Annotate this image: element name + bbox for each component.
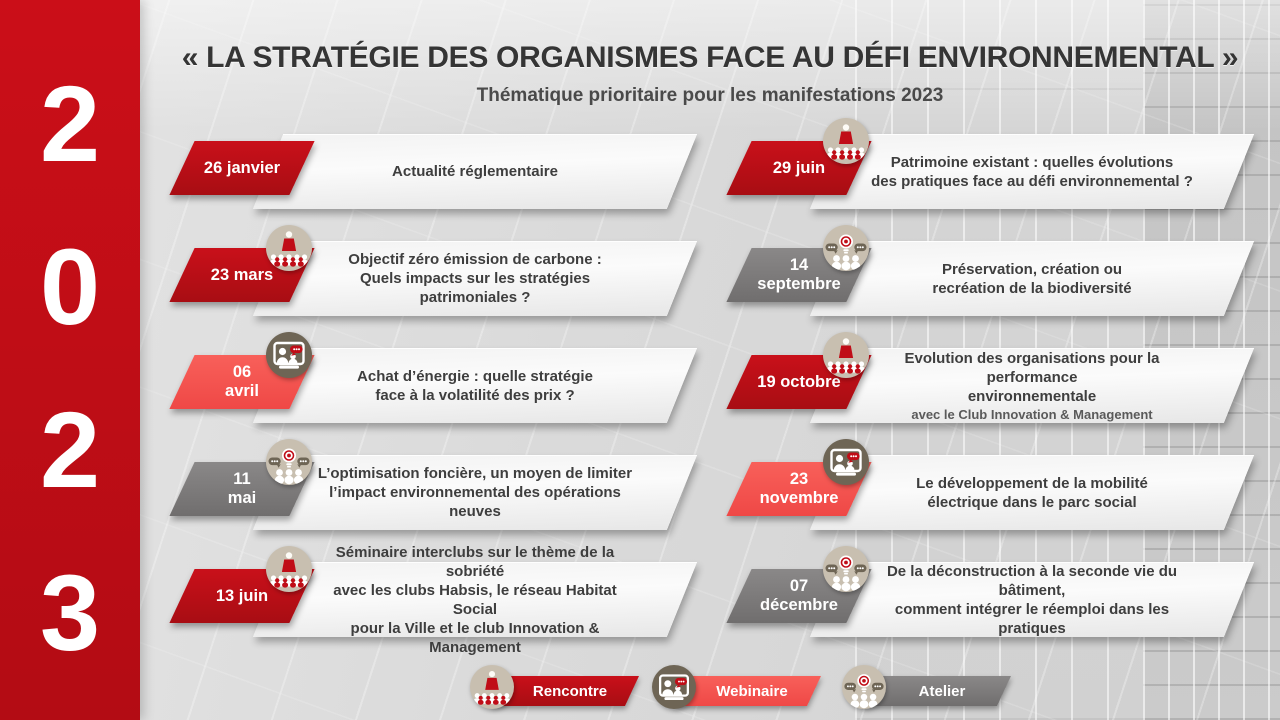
- legend-badge: Rencontre: [498, 676, 632, 706]
- rencontre-icon: [823, 118, 869, 164]
- event-29-juin: Patrimoine existant : quelles évolutions…: [737, 134, 1243, 209]
- event-date: 06 avril: [225, 363, 259, 400]
- event-banner: Le développement de la mobilité électriq…: [825, 455, 1239, 530]
- event-date-badge: 19 octobre: [739, 355, 859, 409]
- event-date-badge: 11 mai: [182, 462, 302, 516]
- event-23-mars: Objectif zéro émission de carbone : Quel…: [180, 241, 686, 316]
- year-digit: 2: [39, 389, 101, 510]
- year-digit: 2: [39, 63, 101, 184]
- event-banner: Evolution des organisations pour la perf…: [825, 348, 1239, 423]
- event-subtitle: avec le Club Innovation & Management: [911, 406, 1153, 422]
- rencontre-icon: [266, 546, 312, 592]
- event-title: Séminaire interclubs sur le thème de la …: [333, 543, 617, 656]
- event-date: 23 novembre: [759, 470, 839, 507]
- legend-label: Atelier: [918, 682, 966, 700]
- event-title: Objectif zéro émission de carbone : Quel…: [348, 251, 602, 306]
- atelier-icon: [823, 225, 869, 271]
- event-banner: Patrimoine existant : quelles évolutions…: [825, 134, 1239, 209]
- event-banner: Achat d’énergie : quelle stratégie face …: [268, 348, 682, 423]
- event-07-decembre: De la déconstruction à la seconde vie du…: [737, 562, 1243, 637]
- rencontre-icon: [266, 225, 312, 271]
- event-date-badge: 14 septembre: [739, 248, 859, 302]
- event-date-badge: 23 mars: [182, 248, 302, 302]
- event-13-juin: Séminaire interclubs sur le thème de la …: [180, 544, 686, 656]
- legend-item-atelier: Atelier: [842, 664, 1018, 710]
- event-date: 19 octobre: [757, 372, 841, 391]
- event-banner: De la déconstruction à la seconde vie du…: [825, 562, 1239, 637]
- event-title: Patrimoine existant : quelles évolutions…: [871, 153, 1193, 190]
- event-banner: Actualité réglementaire: [268, 134, 682, 209]
- event-11-mai: L’optimisation foncière, un moyen de lim…: [180, 455, 686, 530]
- event-banner: L’optimisation foncière, un moyen de lim…: [268, 455, 682, 530]
- event-title: Actualité réglementaire: [392, 163, 558, 180]
- year-sidebar: 2 0 2 3: [0, 0, 140, 720]
- atelier-icon: [823, 546, 869, 592]
- legend-label: Rencontre: [532, 682, 608, 700]
- event-title: Préservation, création ou recréation de …: [932, 260, 1132, 297]
- event-date: 14 septembre: [757, 256, 841, 293]
- event-date: 29 juin: [772, 158, 826, 177]
- event-23-novembre: Le développement de la mobilité électriq…: [737, 455, 1243, 530]
- event-14-septembre: Préservation, création ou recréation de …: [737, 241, 1243, 316]
- event-date: 07 décembre: [760, 577, 838, 614]
- event-06-avril: Achat d’énergie : quelle stratégie face …: [180, 348, 686, 423]
- atelier-icon: [266, 439, 312, 485]
- event-date-badge: 26 janvier: [182, 141, 302, 195]
- legend-label: Webinaire: [716, 682, 788, 700]
- event-date: 26 janvier: [203, 158, 281, 177]
- event-date-badge: 07 décembre: [739, 569, 859, 623]
- event-date-badge: 23 novembre: [739, 462, 859, 516]
- event-26-janvier: Actualité réglementaire 26 janvier: [180, 134, 686, 209]
- event-title: Le développement de la mobilité électriq…: [916, 474, 1148, 511]
- webinaire-icon: [652, 665, 696, 709]
- event-banner: Objectif zéro émission de carbone : Quel…: [268, 241, 682, 316]
- page-title: « LA STRATÉGIE DES ORGANISMES FACE AU DÉ…: [181, 41, 1239, 74]
- webinaire-icon: [823, 439, 869, 485]
- legend-item-rencontre: Rencontre: [470, 664, 646, 710]
- page-subtitle: Thématique prioritaire pour les manifest…: [476, 85, 944, 106]
- rencontre-icon: [470, 665, 514, 709]
- legend-item-webinaire: Webinaire: [652, 664, 828, 710]
- event-title: Achat d’énergie : quelle stratégie face …: [357, 367, 593, 404]
- year-digit: 3: [39, 552, 101, 673]
- event-date-badge: 13 juin: [182, 569, 302, 623]
- event-date-badge: 06 avril: [182, 355, 302, 409]
- atelier-icon: [842, 665, 886, 709]
- event-title: De la déconstruction à la seconde vie du…: [886, 562, 1178, 637]
- legend-badge: Webinaire: [680, 676, 814, 706]
- webinaire-icon: [266, 332, 312, 378]
- event-title: Evolution des organisations pour la perf…: [904, 349, 1160, 405]
- event-banner: Séminaire interclubs sur le thème de la …: [268, 544, 682, 656]
- legend-badge: Atelier: [870, 676, 1004, 706]
- year-digit: 0: [39, 226, 101, 347]
- event-date: 13 juin: [215, 586, 269, 605]
- event-title: L’optimisation foncière, un moyen de lim…: [317, 465, 633, 520]
- event-19-octobre: Evolution des organisations pour la perf…: [737, 348, 1243, 423]
- event-date-badge: 29 juin: [739, 141, 859, 195]
- event-date: 23 mars: [210, 265, 274, 284]
- rencontre-icon: [823, 332, 869, 378]
- event-banner: Préservation, création ou recréation de …: [825, 241, 1239, 316]
- event-date: 11 mai: [227, 470, 257, 507]
